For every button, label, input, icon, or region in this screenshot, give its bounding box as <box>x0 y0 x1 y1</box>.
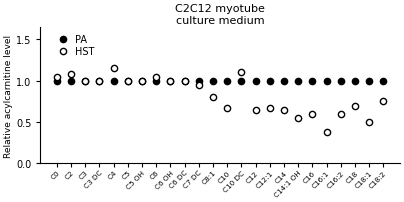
HST <box>339 113 343 116</box>
PA <box>296 80 301 83</box>
Legend: PA, HST: PA, HST <box>53 34 95 58</box>
Title: C2C12 myotube
culture medium: C2C12 myotube culture medium <box>175 4 265 26</box>
HST <box>253 109 258 111</box>
HST <box>296 117 301 120</box>
Line: PA: PA <box>54 78 387 84</box>
HST <box>83 80 88 83</box>
HST <box>282 109 286 111</box>
HST <box>353 105 358 107</box>
HST <box>367 121 372 124</box>
PA <box>381 80 386 83</box>
Line: HST: HST <box>54 66 387 136</box>
PA <box>353 80 358 83</box>
PA <box>324 80 329 83</box>
HST <box>139 80 144 83</box>
HST <box>154 76 159 78</box>
PA <box>111 80 116 83</box>
HST <box>381 101 386 103</box>
PA <box>225 80 229 83</box>
PA <box>182 80 187 83</box>
PA <box>239 80 244 83</box>
PA <box>125 80 130 83</box>
HST <box>225 107 229 110</box>
PA <box>253 80 258 83</box>
PA <box>282 80 286 83</box>
HST <box>310 113 315 116</box>
Y-axis label: Relative acylcarnitine level: Relative acylcarnitine level <box>4 35 13 157</box>
PA <box>168 80 173 83</box>
PA <box>139 80 144 83</box>
PA <box>154 80 159 83</box>
PA <box>54 80 59 83</box>
HST <box>111 68 116 70</box>
PA <box>83 80 88 83</box>
HST <box>210 97 215 99</box>
PA <box>267 80 272 83</box>
PA <box>196 80 201 83</box>
PA <box>210 80 215 83</box>
HST <box>324 131 329 134</box>
HST <box>68 74 73 76</box>
PA <box>367 80 372 83</box>
HST <box>196 84 201 87</box>
HST <box>97 80 102 83</box>
HST <box>239 72 244 74</box>
PA <box>68 80 73 83</box>
HST <box>182 80 187 83</box>
HST <box>54 76 59 78</box>
PA <box>97 80 102 83</box>
HST <box>168 80 173 83</box>
PA <box>339 80 343 83</box>
PA <box>310 80 315 83</box>
HST <box>267 107 272 110</box>
HST <box>125 80 130 83</box>
